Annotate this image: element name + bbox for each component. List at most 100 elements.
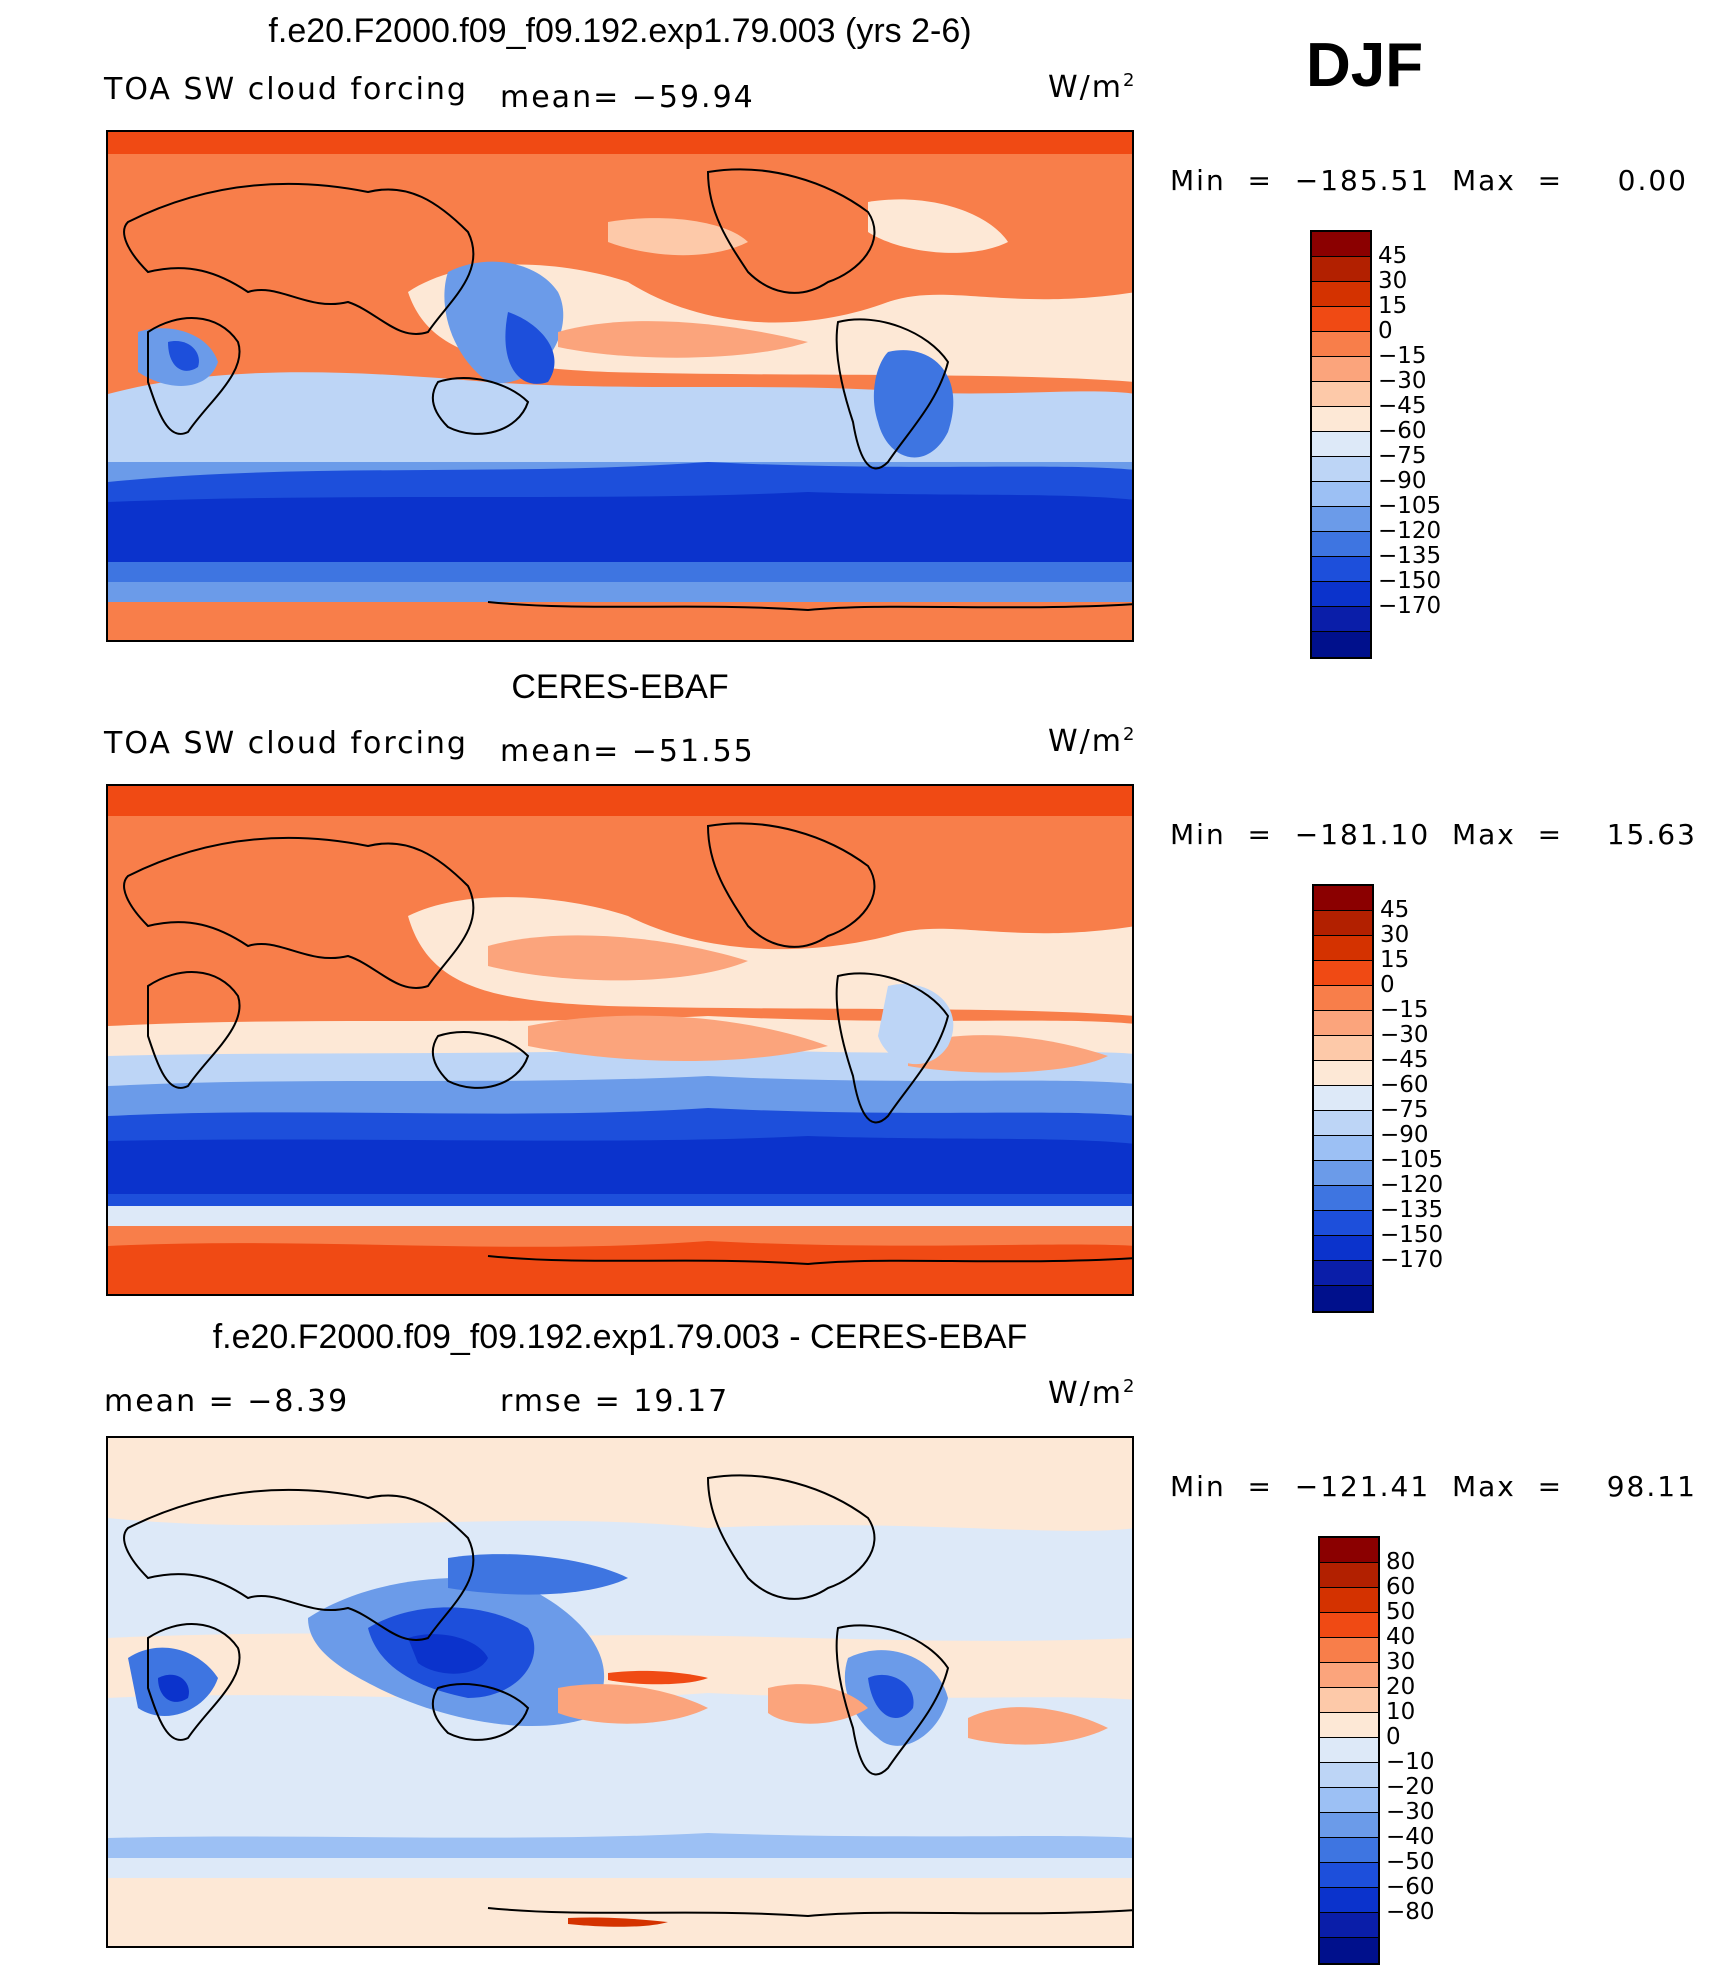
colorbar-tick-label: −60 xyxy=(1380,1072,1429,1098)
colorbar-swatch xyxy=(1314,1211,1372,1236)
colorbar-swatch xyxy=(1312,307,1370,332)
colorbar-swatch xyxy=(1314,1111,1372,1136)
colorbar-swatch xyxy=(1320,1638,1378,1663)
colorbar-swatch xyxy=(1320,1688,1378,1713)
colorbar-tick-label: −15 xyxy=(1380,997,1429,1023)
colorbar-swatch xyxy=(1320,1788,1378,1813)
colorbar-swatch xyxy=(1314,886,1372,911)
colorbar-swatch xyxy=(1320,1663,1378,1688)
colorbar-tick-label: 0 xyxy=(1380,972,1395,998)
colorbar-tick-label: 30 xyxy=(1386,1649,1416,1675)
panel-2-map xyxy=(106,784,1134,1296)
panel-1-map xyxy=(106,130,1134,642)
colorbar-swatch xyxy=(1312,507,1370,532)
colorbar-tick-label: −105 xyxy=(1380,1147,1444,1173)
panel-3-title: f.e20.F2000.f09_f09.192.exp1.79.003 - CE… xyxy=(212,1318,1028,1356)
colorbar-swatch xyxy=(1312,532,1370,557)
panel-2-colorbar xyxy=(1312,884,1374,1313)
colorbar-tick-label: 45 xyxy=(1380,897,1410,923)
colorbar-swatch xyxy=(1314,986,1372,1011)
colorbar-tick-label: −135 xyxy=(1380,1197,1444,1223)
colorbar-tick-label: −10 xyxy=(1386,1749,1435,1775)
colorbar-tick-label: 0 xyxy=(1378,318,1393,344)
panel-1-minmax: Min = −185.51 Max = 0.00 xyxy=(1170,164,1688,197)
colorbar-swatch xyxy=(1312,582,1370,607)
panel-1-unit-label: W/m2 xyxy=(1048,70,1137,105)
colorbar-swatch xyxy=(1312,632,1370,657)
colorbar-swatch xyxy=(1320,1763,1378,1788)
colorbar-swatch xyxy=(1314,1061,1372,1086)
colorbar-swatch xyxy=(1314,1286,1372,1311)
colorbar-tick-label: −75 xyxy=(1378,443,1427,469)
colorbar-tick-label: −30 xyxy=(1380,1022,1429,1048)
colorbar-tick-label: −80 xyxy=(1386,1899,1435,1925)
panel-2-title: CERES-EBAF xyxy=(511,668,729,706)
colorbar-tick-label: −75 xyxy=(1380,1097,1429,1123)
colorbar-tick-label: −90 xyxy=(1378,468,1427,494)
colorbar-tick-label: −60 xyxy=(1386,1874,1435,1900)
panel-3-rmse-label: rmse = 19.17 xyxy=(500,1384,730,1419)
colorbar-tick-label: 50 xyxy=(1386,1599,1416,1625)
colorbar-swatch xyxy=(1312,407,1370,432)
panel-2-minmax: Min = −181.10 Max = 15.63 xyxy=(1170,818,1697,851)
colorbar-swatch xyxy=(1320,1588,1378,1613)
colorbar-tick-label: 15 xyxy=(1378,293,1408,319)
colorbar-swatch xyxy=(1320,1613,1378,1638)
colorbar-tick-label: −150 xyxy=(1378,568,1442,594)
colorbar-swatch xyxy=(1314,1011,1372,1036)
colorbar-swatch xyxy=(1320,1813,1378,1838)
colorbar-swatch xyxy=(1312,232,1370,257)
colorbar-swatch xyxy=(1314,1161,1372,1186)
colorbar-tick-label: −15 xyxy=(1378,343,1427,369)
colorbar-swatch xyxy=(1320,1913,1378,1938)
colorbar-tick-label: −135 xyxy=(1378,543,1442,569)
colorbar-swatch xyxy=(1320,1938,1378,1963)
panel-3-map xyxy=(106,1436,1134,1948)
colorbar-tick-label: −170 xyxy=(1380,1247,1444,1273)
colorbar-swatch xyxy=(1312,382,1370,407)
panel-1-colorbar xyxy=(1310,230,1372,659)
colorbar-tick-label: −150 xyxy=(1380,1222,1444,1248)
colorbar-tick-label: 20 xyxy=(1386,1674,1416,1700)
colorbar-swatch xyxy=(1312,357,1370,382)
colorbar-tick-label: 0 xyxy=(1386,1724,1401,1750)
colorbar-swatch xyxy=(1320,1713,1378,1738)
panel-3-mean-label: mean = −8.39 xyxy=(104,1384,350,1419)
colorbar-tick-label: −90 xyxy=(1380,1122,1429,1148)
colorbar-tick-label: −30 xyxy=(1386,1799,1435,1825)
colorbar-swatch xyxy=(1312,257,1370,282)
colorbar-swatch xyxy=(1312,282,1370,307)
colorbar-tick-label: −105 xyxy=(1378,493,1442,519)
colorbar-tick-label: 30 xyxy=(1380,922,1410,948)
panel-2-mean-label: mean= −51.55 xyxy=(500,734,755,769)
panel-3-colorbar xyxy=(1318,1536,1380,1965)
panel-1-title: f.e20.F2000.f09_f09.192.exp1.79.003 (yrs… xyxy=(268,12,972,50)
colorbar-tick-label: −170 xyxy=(1378,593,1442,619)
panel-1-field-label: TOA SW cloud forcing xyxy=(104,72,468,107)
panel-2-unit-label: W/m2 xyxy=(1048,724,1137,759)
panel-1-mean-label: mean= −59.94 xyxy=(500,80,755,115)
panel-3-unit-label: W/m2 xyxy=(1048,1376,1137,1411)
colorbar-tick-label: −45 xyxy=(1378,393,1427,419)
colorbar-swatch xyxy=(1320,1888,1378,1913)
colorbar-tick-label: 30 xyxy=(1378,268,1408,294)
colorbar-swatch xyxy=(1312,482,1370,507)
panel-2-field-label: TOA SW cloud forcing xyxy=(104,726,468,761)
colorbar-swatch xyxy=(1312,457,1370,482)
colorbar-swatch xyxy=(1320,1863,1378,1888)
colorbar-swatch xyxy=(1314,1086,1372,1111)
colorbar-swatch xyxy=(1320,1538,1378,1563)
colorbar-tick-label: 15 xyxy=(1380,947,1410,973)
colorbar-swatch xyxy=(1320,1563,1378,1588)
colorbar-tick-label: 45 xyxy=(1378,243,1408,269)
colorbar-tick-label: −50 xyxy=(1386,1849,1435,1875)
colorbar-tick-label: −120 xyxy=(1378,518,1442,544)
colorbar-tick-label: −40 xyxy=(1386,1824,1435,1850)
colorbar-tick-label: 80 xyxy=(1386,1549,1416,1575)
colorbar-tick-label: −45 xyxy=(1380,1047,1429,1073)
colorbar-swatch xyxy=(1314,911,1372,936)
colorbar-swatch xyxy=(1312,332,1370,357)
colorbar-swatch xyxy=(1314,1236,1372,1261)
colorbar-swatch xyxy=(1320,1838,1378,1863)
colorbar-swatch xyxy=(1312,557,1370,582)
